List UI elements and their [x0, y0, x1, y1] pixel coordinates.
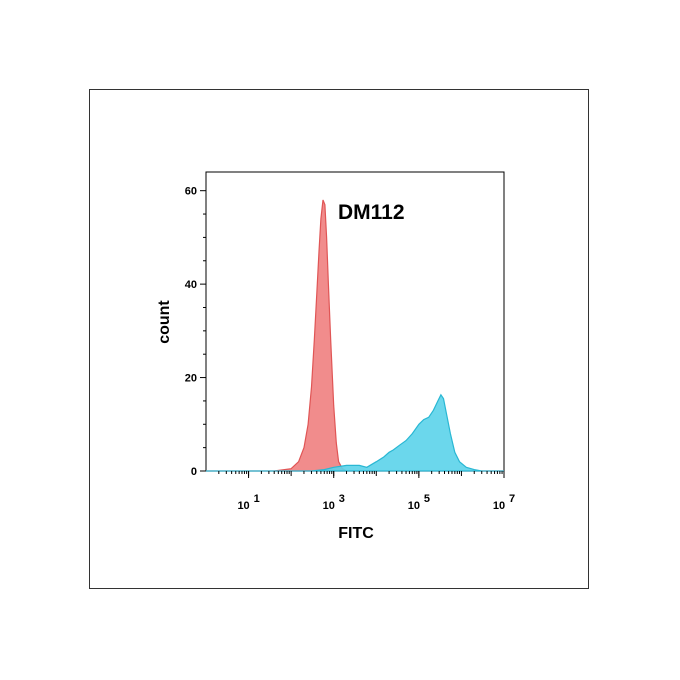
- x-tick-label: 10: [323, 500, 335, 512]
- histogram-series-1: [206, 199, 504, 472]
- x-tick-label: 10: [493, 500, 505, 512]
- x-axis-title: FITC: [338, 525, 374, 542]
- x-tick-label: 10: [237, 500, 249, 512]
- chart-title: DM112: [338, 201, 405, 224]
- y-axis-title: count: [156, 300, 173, 344]
- x-tick-exponent: 1: [254, 493, 260, 505]
- x-tick-exponent: 3: [339, 493, 345, 505]
- y-tick-label: 20: [185, 373, 197, 385]
- x-tick-exponent: 7: [509, 493, 515, 505]
- y-tick-label: 60: [185, 186, 197, 198]
- y-tick-label: 0: [191, 466, 197, 478]
- axis-layer: 0 20 40 60 10 1 10 3 10 5 10 7: [185, 186, 515, 512]
- x-tick-label: 10: [408, 500, 420, 512]
- x-tick-exponent: 5: [424, 493, 430, 505]
- plot-area-border: [205, 171, 505, 472]
- figure-frame: [89, 89, 589, 589]
- series-layer: [206, 199, 504, 472]
- y-tick-label: 40: [185, 279, 197, 291]
- histogram-series-2: [206, 393, 504, 472]
